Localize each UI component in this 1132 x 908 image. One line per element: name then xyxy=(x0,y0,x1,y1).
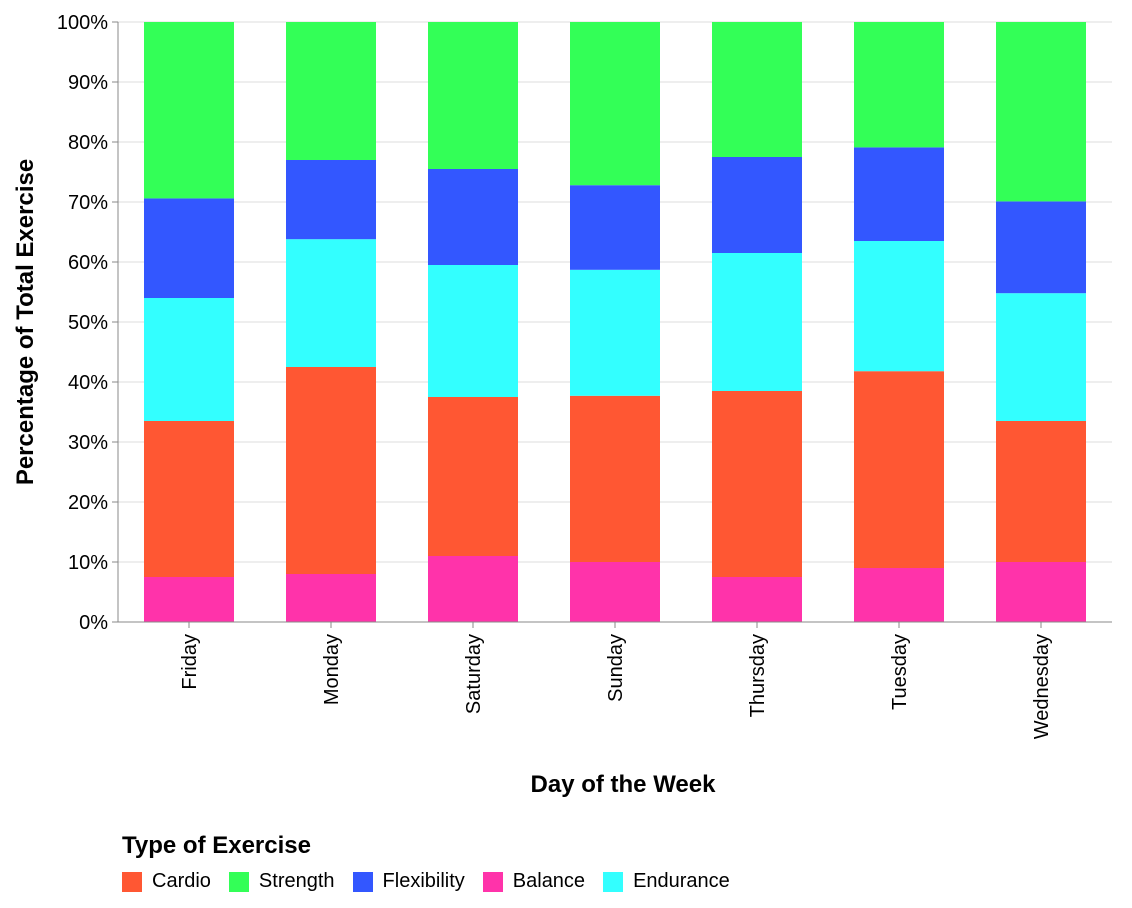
bar-segment-cardio-monday xyxy=(286,367,376,574)
legend-swatch xyxy=(352,871,373,892)
bar-segment-flexibility-friday xyxy=(144,198,234,298)
bar-segment-strength-thursday xyxy=(712,22,802,157)
bar-segment-endurance-sunday xyxy=(570,269,660,396)
bar-segment-cardio-tuesday xyxy=(854,371,944,568)
bar-segment-cardio-sunday xyxy=(570,395,660,562)
y-tick-label: 70% xyxy=(68,192,108,214)
bar-segment-flexibility-saturday xyxy=(428,169,518,265)
bar-segment-cardio-wednesday xyxy=(996,421,1086,562)
x-tick-label: Friday xyxy=(179,634,201,690)
y-tick-label: 10% xyxy=(68,552,108,574)
bar-segment-balance-tuesday xyxy=(854,568,944,622)
bar-segment-strength-tuesday xyxy=(854,22,944,148)
bar-segment-strength-saturday xyxy=(428,22,518,169)
legend-item-endurance: Endurance xyxy=(603,870,730,893)
legend-swatch xyxy=(122,871,142,892)
legend-swatch xyxy=(603,871,624,892)
legend-item-balance: Balance xyxy=(482,870,586,893)
y-tick-label: 40% xyxy=(68,372,108,394)
y-tick-label: 60% xyxy=(68,252,108,274)
bar-segment-strength-wednesday xyxy=(996,22,1086,202)
legend-swatch xyxy=(228,871,249,892)
legend-label: Balance xyxy=(512,870,586,892)
bar-segment-balance-monday xyxy=(286,574,376,622)
bar-segment-balance-saturday xyxy=(428,556,518,622)
bar-segment-balance-friday xyxy=(144,577,234,622)
bar-segment-endurance-wednesday xyxy=(996,293,1086,421)
bar-segment-endurance-tuesday xyxy=(854,241,944,372)
x-tick-label: Monday xyxy=(321,634,343,705)
legend-item-flexibility: Flexibility xyxy=(352,870,465,893)
x-tick-label: Thursday xyxy=(747,634,769,717)
bar-segment-strength-friday xyxy=(144,22,234,199)
bar-segment-endurance-saturday xyxy=(428,265,518,397)
y-tick-label: 50% xyxy=(68,312,108,334)
bar-segment-cardio-friday xyxy=(144,421,234,577)
legend-swatch xyxy=(482,871,503,892)
bar-segment-cardio-thursday xyxy=(712,391,802,577)
bar-segment-endurance-monday xyxy=(286,239,376,367)
bar-segment-balance-sunday xyxy=(570,562,660,622)
bar-segment-flexibility-monday xyxy=(286,160,376,240)
bar-segment-flexibility-tuesday xyxy=(854,147,944,241)
bar-segment-strength-sunday xyxy=(570,22,660,186)
x-tick-label: Wednesday xyxy=(1031,634,1053,739)
legend-label: Strength xyxy=(258,870,335,892)
x-tick-label: Saturday xyxy=(463,634,485,714)
bar-segment-endurance-friday xyxy=(144,298,234,421)
legend-label: Endurance xyxy=(633,870,730,892)
y-tick-label: 0% xyxy=(79,612,108,634)
bar-segment-balance-wednesday xyxy=(996,562,1086,622)
legend-item-cardio: Cardio xyxy=(122,870,211,893)
x-axis-title: Day of the Week xyxy=(531,771,717,798)
legend-item-strength: Strength xyxy=(228,870,335,893)
legend: Type of Exercise Cardio Strength Flexibili… xyxy=(122,832,748,893)
x-tick-label: Sunday xyxy=(605,634,627,702)
bar-segment-strength-monday xyxy=(286,22,376,160)
bar-segment-balance-thursday xyxy=(712,577,802,622)
y-tick-label: 20% xyxy=(68,492,108,514)
y-tick-label: 90% xyxy=(68,72,108,94)
legend-items: Cardio Strength Flexibility Balance Enduranc… xyxy=(122,870,748,893)
bars xyxy=(144,22,1086,622)
y-axis-title: Percentage of Total Exercise xyxy=(12,159,39,485)
bar-segment-flexibility-wednesday xyxy=(996,201,1086,294)
x-tick-label: Tuesday xyxy=(889,634,911,710)
stacked-bar-chart: 0% 10% 20% 30% 40% 50% 60% 70% 80% 90% 100% Friday M… xyxy=(12,12,1112,798)
legend-title: Type of Exercise xyxy=(122,832,311,859)
y-tick-label: 80% xyxy=(68,132,108,154)
legend-label: Flexibility xyxy=(382,870,465,892)
y-tick-label: 30% xyxy=(68,432,108,454)
y-tick-label: 100% xyxy=(57,12,108,34)
axes: 0% 10% 20% 30% 40% 50% 60% 70% 80% 90% 100% Friday M… xyxy=(57,12,1112,739)
bar-segment-flexibility-sunday xyxy=(570,185,660,270)
legend-label: Cardio xyxy=(152,870,211,892)
bar-segment-endurance-thursday xyxy=(712,253,802,391)
bar-segment-flexibility-thursday xyxy=(712,157,802,253)
bar-segment-cardio-saturday xyxy=(428,397,518,556)
